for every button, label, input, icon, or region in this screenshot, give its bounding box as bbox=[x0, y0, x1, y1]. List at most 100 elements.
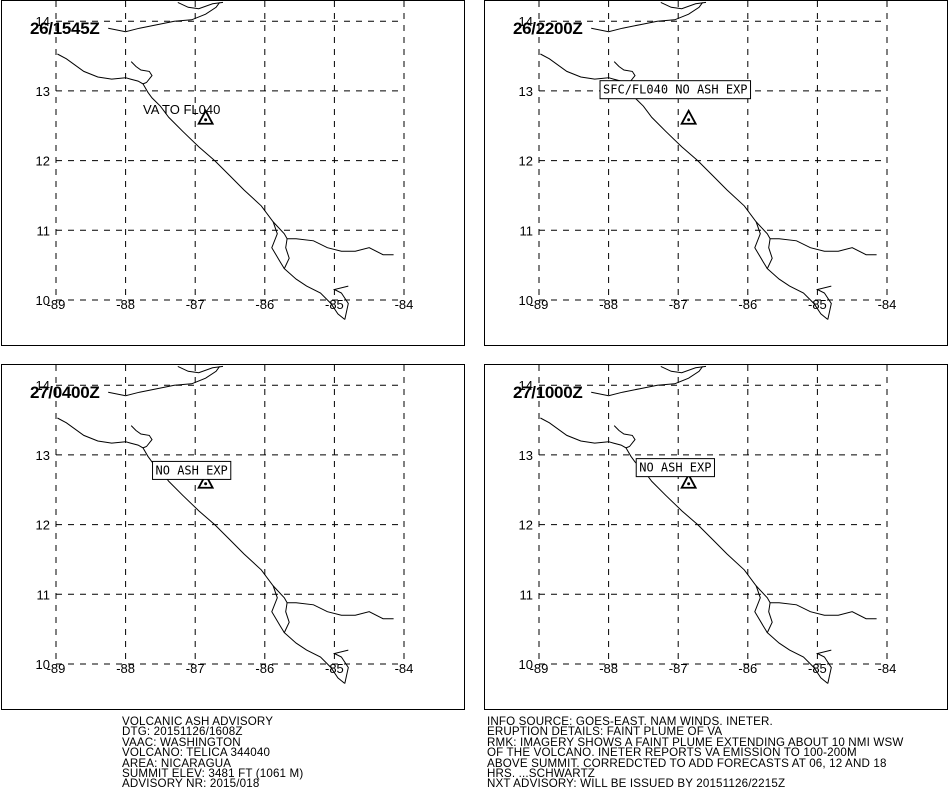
latitude-label: 12 bbox=[36, 154, 50, 169]
longitude-label: -88 bbox=[599, 661, 618, 676]
northern-shore bbox=[660, 365, 707, 374]
gulf-of-fonseca-outline bbox=[130, 61, 153, 85]
panel-time-label: 27/0400Z bbox=[30, 383, 100, 402]
longitude-label: -88 bbox=[599, 297, 618, 312]
nicoya-coastline bbox=[766, 238, 829, 320]
latitude-label: 13 bbox=[519, 448, 533, 463]
latitude-label: 14 bbox=[519, 14, 533, 29]
longitude-label: -85 bbox=[808, 661, 827, 676]
volcano-vent-dot bbox=[204, 482, 208, 486]
latitude-label: 12 bbox=[519, 154, 533, 169]
longitude-label: -86 bbox=[255, 661, 274, 676]
longitude-label: -86 bbox=[738, 661, 757, 676]
northern-coastline bbox=[591, 2, 704, 33]
pacific-coastline bbox=[540, 53, 771, 239]
ash-forecast-label: NO ASH EXP bbox=[156, 463, 228, 477]
pacific-coastline bbox=[57, 417, 288, 603]
latitude-label: 14 bbox=[36, 14, 50, 29]
map-canvas: 14 13 12 11 10-89 -88 -87 -86 -85 -84 SFC/FL040 NO… bbox=[519, 1, 897, 320]
ash-forecast-label: SFC/FL040 NO ASH EXP bbox=[603, 83, 748, 97]
northern-coastline bbox=[108, 366, 221, 397]
gulf-of-nicoya-outline bbox=[332, 649, 349, 684]
latitude-label: 10 bbox=[519, 293, 533, 308]
volcano-triangle-icon bbox=[680, 472, 698, 489]
longitude-label: -89 bbox=[530, 297, 549, 312]
map-canvas: 14 13 12 11 10-89 -88 -87 -86 -85 -84 NO ASH EXP bbox=[36, 365, 414, 684]
latitude-label: 11 bbox=[37, 587, 51, 602]
latitude-label: 11 bbox=[520, 223, 534, 238]
nicoya-coastline bbox=[283, 238, 346, 320]
latitude-label: 13 bbox=[36, 84, 50, 99]
ash-forecast-label-box bbox=[152, 460, 232, 480]
nicoya-coastline bbox=[283, 602, 346, 684]
pacific-coastline bbox=[57, 53, 288, 239]
southern-coastline bbox=[770, 238, 877, 256]
advisory-line: AREA: NICARAGUA bbox=[122, 756, 232, 770]
advisory-line: DTG: 20151126/1608Z bbox=[122, 725, 243, 739]
latitude-label: 14 bbox=[36, 378, 50, 393]
volcano-triangle-icon bbox=[680, 108, 698, 125]
ash-forecast-label-box bbox=[599, 80, 752, 100]
northern-coastline bbox=[591, 366, 704, 397]
longitude-label: -86 bbox=[738, 297, 757, 312]
advisory-line: RMK: IMAGERY SHOWS A FAINT PLUME EXTENDI… bbox=[487, 735, 904, 749]
southern-coastline bbox=[770, 602, 877, 620]
northern-shore bbox=[660, 1, 707, 10]
longitude-label: -84 bbox=[395, 297, 414, 312]
latitude-label: 10 bbox=[519, 657, 533, 672]
longitude-label: -89 bbox=[530, 661, 549, 676]
nicoya-coastline bbox=[766, 602, 829, 684]
northern-coastline bbox=[108, 2, 221, 33]
advisory-line: NXT ADVISORY: WILL BE ISSUED BY 20151126… bbox=[487, 777, 786, 791]
gulf-of-fonseca-outline bbox=[613, 425, 636, 449]
volcano-vent-dot bbox=[687, 482, 691, 486]
map-canvas: 14 13 12 11 10-89 -88 -87 -86 -85 -84 VA TO FL040 bbox=[36, 1, 414, 320]
latitude-label: 12 bbox=[36, 518, 50, 533]
latitude-label: 10 bbox=[36, 293, 50, 308]
advisory-details-right: INFO SOURCE: GOES-EAST. NAM WINDS. INETE… bbox=[487, 715, 904, 791]
longitude-label: -87 bbox=[669, 297, 688, 312]
longitude-label: -87 bbox=[186, 661, 205, 676]
longitude-label: -86 bbox=[255, 297, 274, 312]
latitude-label: 12 bbox=[519, 518, 533, 533]
advisory-line: VOLCANIC ASH ADVISORY bbox=[122, 715, 274, 728]
panel-time-label: 27/1000Z bbox=[513, 383, 583, 402]
gulf-of-nicoya-outline bbox=[815, 649, 832, 684]
latitude-label: 11 bbox=[520, 587, 534, 602]
gulf-of-nicoya-outline bbox=[815, 285, 832, 320]
longitude-label: -88 bbox=[116, 661, 135, 676]
northern-shore bbox=[177, 1, 224, 10]
ash-forecast-label-box bbox=[635, 458, 715, 478]
panel-3: 14 13 12 11 10 -89 -88 -87 -86 -85 -84 NO ASH EXP 2… bbox=[1, 364, 465, 710]
longitude-label: -84 bbox=[878, 297, 897, 312]
latitude-label: 13 bbox=[36, 448, 50, 463]
longitude-label: -88 bbox=[116, 297, 135, 312]
southern-coastline bbox=[287, 238, 394, 256]
advisory-line: ABOVE SUMMIT. CORREDCTED TO ADD FORECAST… bbox=[487, 756, 887, 770]
inland-shoreline bbox=[754, 221, 768, 269]
longitude-label: -85 bbox=[325, 297, 344, 312]
longitude-label: -84 bbox=[395, 661, 414, 676]
map-canvas: 14 13 12 11 10-89 -88 -87 -86 -85 -84 NO ASH EXP bbox=[519, 365, 897, 684]
advisory-line: ERUPTION DETAILS: FAINT PLUME OF VA bbox=[487, 725, 723, 739]
gulf-of-fonseca-outline bbox=[130, 425, 153, 449]
panel-time-label: 26/2200Z bbox=[513, 19, 583, 38]
advisory-header-left: VOLCANIC ASH ADVISORY DTG: 20151126/1608… bbox=[122, 715, 303, 791]
ash-forecast-label: NO ASH EXP bbox=[639, 461, 711, 475]
volcano-vent-dot bbox=[687, 118, 691, 122]
latitude-label: 14 bbox=[519, 378, 533, 393]
longitude-label: -87 bbox=[186, 297, 205, 312]
longitude-label: -87 bbox=[669, 661, 688, 676]
advisory-line: VOLCANO: TELICA 344040 bbox=[122, 746, 271, 760]
advisory-line: ADVISORY NR: 2015/018 bbox=[122, 777, 260, 791]
advisory-line: INFO SOURCE: GOES-EAST. NAM WINDS. INETE… bbox=[487, 715, 773, 728]
southern-coastline bbox=[287, 602, 394, 620]
volcano-triangle-icon bbox=[197, 472, 215, 489]
longitude-label: -85 bbox=[325, 661, 344, 676]
panel-1: 14 13 12 11 10 -89 -88 -87 -86 -85 -84 VA TO FL040 … bbox=[1, 0, 465, 346]
inland-shoreline bbox=[754, 585, 768, 633]
panel-time-label: 26/1545Z bbox=[30, 19, 100, 38]
longitude-label: -84 bbox=[878, 661, 897, 676]
northern-shore bbox=[177, 365, 224, 374]
volcano-vent-dot bbox=[204, 118, 208, 122]
